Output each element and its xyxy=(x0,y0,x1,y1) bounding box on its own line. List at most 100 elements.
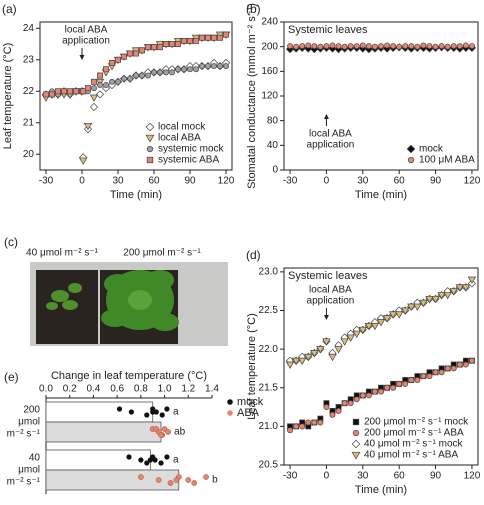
marker xyxy=(334,346,343,354)
marker xyxy=(364,322,374,331)
x-tick-label: 90 xyxy=(184,176,196,187)
x-tick-label: 1.4 xyxy=(205,384,219,395)
panel-label: (e) xyxy=(4,370,19,384)
marker xyxy=(396,380,403,387)
legend-marker xyxy=(146,145,154,153)
legend-label: 100 μM ABA xyxy=(419,155,475,166)
x-tick-label: 120 xyxy=(464,176,481,187)
marker xyxy=(444,365,451,372)
marker xyxy=(371,388,378,395)
marker xyxy=(347,43,354,50)
x-tick-label: -30 xyxy=(39,176,54,187)
marker xyxy=(157,44,163,51)
marker xyxy=(91,85,97,92)
marker xyxy=(461,284,471,292)
marker xyxy=(341,400,348,407)
y-axis-label: Leaf temperature (°C) xyxy=(246,313,258,420)
x-tick-label: -30 xyxy=(283,471,298,482)
marker xyxy=(365,43,372,50)
marker xyxy=(285,361,295,369)
marker xyxy=(287,427,294,434)
x-tick-label: 30 xyxy=(357,176,369,187)
marker xyxy=(402,43,409,50)
annotation-arrowhead xyxy=(323,315,329,320)
marker xyxy=(291,357,301,366)
x-tick-label: 0 xyxy=(324,471,330,482)
marker xyxy=(432,369,439,376)
data-point xyxy=(150,409,156,415)
marker xyxy=(426,43,433,50)
data-point xyxy=(138,474,144,480)
x-tick-label: 60 xyxy=(394,471,406,482)
y-tick-label: 200 xyxy=(23,405,40,416)
marker xyxy=(169,41,175,47)
data-point xyxy=(153,409,159,415)
marker xyxy=(175,66,181,73)
annotation: application xyxy=(62,36,110,47)
marker xyxy=(450,43,457,50)
marker xyxy=(378,43,384,50)
marker xyxy=(408,377,415,383)
marker xyxy=(329,411,336,418)
data-point xyxy=(164,454,170,460)
legend-marker xyxy=(351,439,361,449)
marker xyxy=(376,319,386,327)
legend-marker xyxy=(352,418,360,426)
annotation: local ABA xyxy=(309,129,352,140)
marker xyxy=(346,334,355,342)
marker xyxy=(287,43,294,50)
marker xyxy=(103,66,109,73)
y-tick-label: 22.0 xyxy=(259,344,279,355)
panel-label: (a) xyxy=(2,2,17,16)
marker xyxy=(151,69,157,76)
legend-marker xyxy=(406,144,416,154)
significance-letter: ab xyxy=(174,427,186,438)
legend-label: ABA xyxy=(237,407,260,419)
marker xyxy=(121,53,127,60)
marker xyxy=(390,384,397,391)
marker xyxy=(420,373,427,380)
marker xyxy=(335,43,342,50)
y-tick-label: 20 xyxy=(23,149,35,160)
marker xyxy=(365,392,372,399)
marker xyxy=(467,276,477,284)
marker xyxy=(455,284,465,292)
y-tick-label: 80 xyxy=(267,115,279,126)
marker xyxy=(139,47,145,54)
marker xyxy=(145,72,151,79)
legend-label: local mock xyxy=(158,122,206,133)
marker xyxy=(205,63,211,70)
y-tick-label: m⁻² s⁻¹ xyxy=(7,477,41,488)
marker xyxy=(413,303,422,311)
data-point xyxy=(155,477,162,483)
marker xyxy=(89,102,99,112)
annotation: application xyxy=(307,296,355,307)
marker xyxy=(347,400,354,407)
photo: (c) 40 μmol m⁻² s⁻¹ 200 μmol m⁻² s⁻¹ xyxy=(4,235,228,346)
annotation-arrowhead xyxy=(323,114,329,119)
marker xyxy=(359,42,366,49)
significance-letter: b xyxy=(212,475,218,486)
marker xyxy=(384,384,391,391)
y-tick-label: 240 xyxy=(261,17,278,28)
significance-letter: a xyxy=(173,407,179,418)
marker xyxy=(293,43,300,50)
y-tick-label: 22.5 xyxy=(259,305,279,316)
annotation-arrowhead xyxy=(79,55,85,60)
marker xyxy=(437,292,446,300)
x-tick-label: 0.2 xyxy=(63,384,77,395)
marker xyxy=(425,295,434,304)
marker xyxy=(456,43,463,50)
x-tick-label: 120 xyxy=(464,471,481,482)
legend-marker xyxy=(145,122,155,132)
y-tick-label: 20.5 xyxy=(259,460,279,471)
x-tick-label: 90 xyxy=(430,471,442,482)
marker xyxy=(378,388,384,395)
marker xyxy=(462,361,469,368)
marker xyxy=(163,69,169,76)
marker xyxy=(431,295,440,304)
legend-label: 200 μmol m⁻² s⁻¹ ABA xyxy=(364,428,464,439)
marker xyxy=(55,88,61,95)
marker xyxy=(163,41,169,47)
